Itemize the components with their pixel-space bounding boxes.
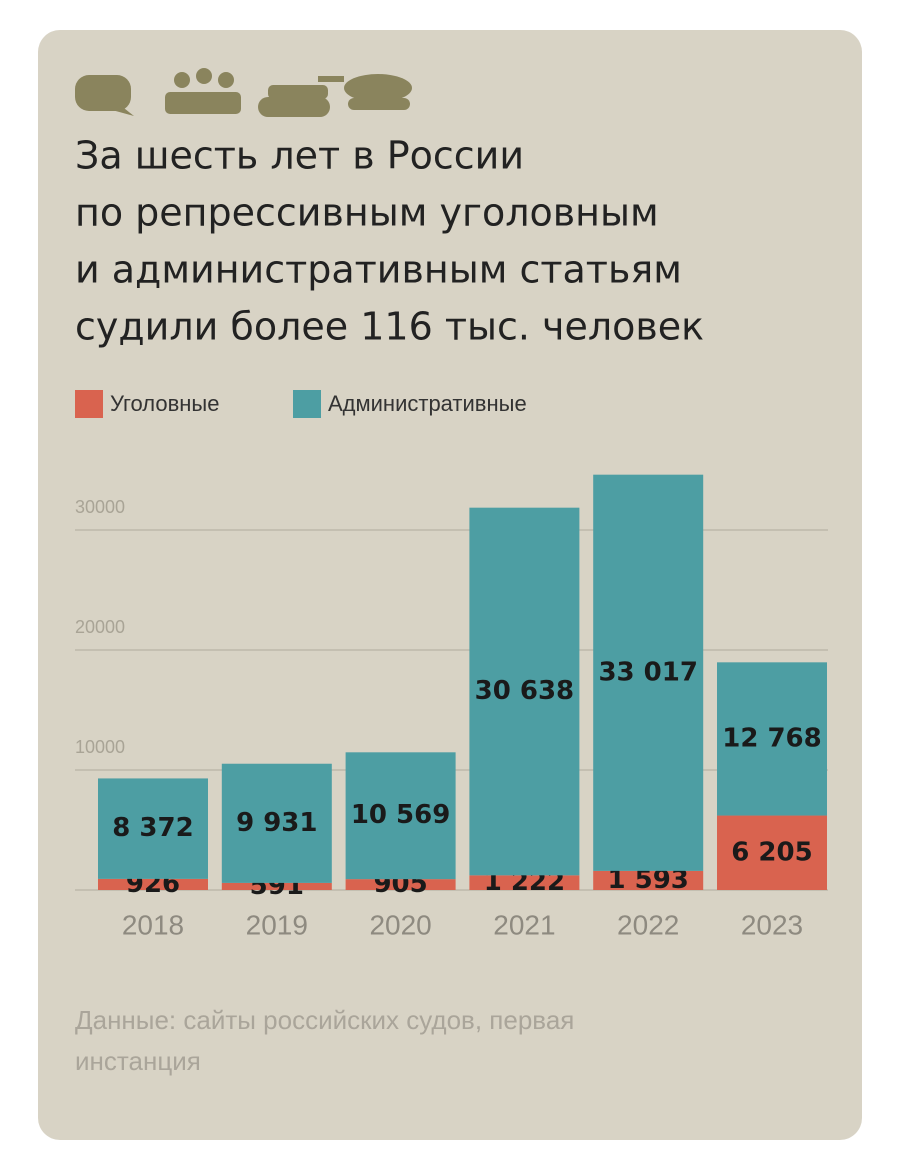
data-label: 30 638 <box>475 676 575 706</box>
bar-segment <box>469 875 580 890</box>
y-tick-label: 30000 <box>75 497 125 517</box>
source: Данные: сайты российских судов, первая ин… <box>75 1005 574 1076</box>
icon-tank-gun <box>318 76 344 82</box>
icon-person <box>196 68 212 84</box>
icon-people-body <box>165 92 241 114</box>
bar-segment <box>593 474 704 871</box>
icon-speech <box>75 75 131 111</box>
bar-segment <box>221 882 332 890</box>
y-tick-label: 20000 <box>75 617 125 637</box>
data-label: 6 205 <box>731 837 812 867</box>
data-label: 33 017 <box>598 657 698 687</box>
icon-tank-turret <box>268 85 328 99</box>
x-tick-label: 2019 <box>246 909 308 940</box>
bar-segment <box>98 778 208 879</box>
data-label: 8 372 <box>112 813 193 843</box>
bar-segment <box>717 662 827 816</box>
icon-person <box>174 72 190 88</box>
source-line: инстанция <box>75 1046 201 1076</box>
legend-label: Административные <box>328 391 527 416</box>
bar-segment <box>345 752 456 880</box>
bar-segment <box>221 763 332 883</box>
data-label: 9 931 <box>236 808 317 838</box>
x-tick-label: 2022 <box>617 909 679 940</box>
x-tick-label: 2023 <box>741 909 803 940</box>
icon-person <box>218 72 234 88</box>
data-label: 10 569 <box>351 800 451 830</box>
bar-segment <box>593 870 704 890</box>
icons <box>75 68 412 117</box>
bar-segment <box>345 879 456 890</box>
icon-tank-body <box>258 97 330 117</box>
title-line: судили более 116 тыс. человек <box>75 305 704 349</box>
y-tick-label: 10000 <box>75 737 125 757</box>
title: За шесть лет в России по репрессивным уго… <box>75 134 704 349</box>
icon-cap-visor <box>348 98 410 110</box>
x-tick-label: 2018 <box>122 909 184 940</box>
title-line: по репрессивным уголовным <box>75 191 659 235</box>
bar-segment <box>469 507 580 876</box>
source-line: Данные: сайты российских судов, первая <box>75 1005 574 1035</box>
legend-swatch <box>293 390 321 418</box>
legend-label: Уголовные <box>110 391 219 416</box>
icon-cap <box>344 74 412 102</box>
title-line: и административным статьям <box>75 248 682 292</box>
bar-segment <box>98 878 208 890</box>
title-line: За шесть лет в России <box>75 134 524 178</box>
x-tick-label: 2021 <box>493 909 555 940</box>
bar-segment <box>717 815 827 890</box>
data-label: 12 768 <box>722 723 822 753</box>
x-tick-label: 2020 <box>369 909 431 940</box>
legend-swatch <box>75 390 103 418</box>
icon-speech-tail <box>112 105 134 116</box>
legend: Уголовные Административные <box>75 390 527 418</box>
